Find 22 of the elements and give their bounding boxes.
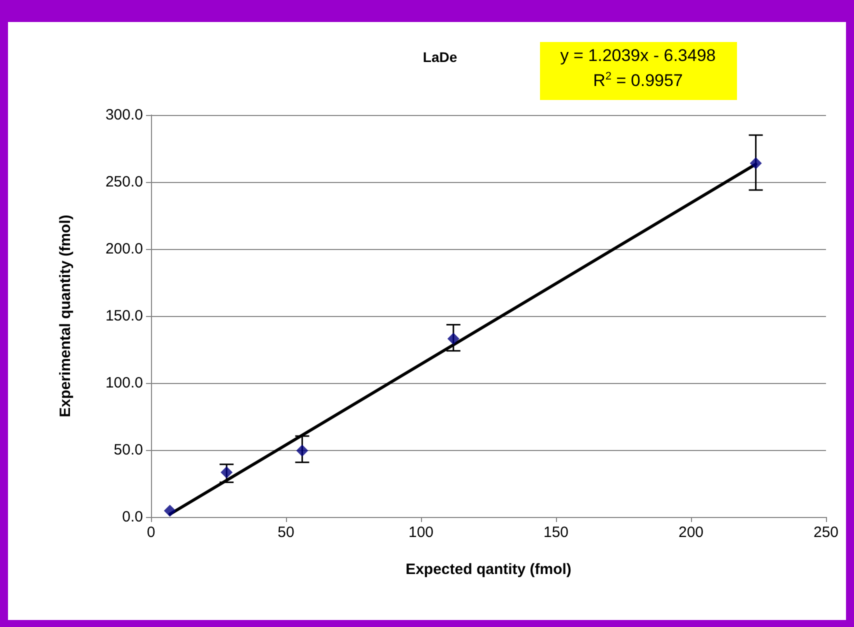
y-tick-label: 300.0 <box>105 106 143 124</box>
point <box>750 157 762 170</box>
y-tick-label: 0.0 <box>122 508 143 526</box>
x-tick-label: 50 <box>278 524 294 541</box>
y-tick-label: 200.0 <box>105 240 143 258</box>
text: y = 1.2039x - 6.3498 <box>560 46 716 65</box>
x-tick-label: 200 <box>678 524 704 541</box>
chart-title: LaDe <box>422 49 458 65</box>
x-tick-label: 250 <box>813 524 839 541</box>
x-tick-label: 0 <box>146 524 156 541</box>
x-tick-label: 150 <box>543 524 569 541</box>
y-tick-label: 50.0 <box>114 442 143 458</box>
point <box>296 444 308 457</box>
y-axis-title: Experimental quantity (fmol) <box>57 214 74 418</box>
y-tick-label: 150.0 <box>105 308 143 324</box>
y-tick-label: 100.0 <box>105 374 143 392</box>
y-tick-label: 250.0 <box>105 174 143 190</box>
point <box>220 466 233 478</box>
x-tick-label: 100 <box>408 524 434 541</box>
point <box>447 332 460 345</box>
x-axis-title: Expected qantity (fmol) <box>406 561 572 578</box>
point <box>164 504 176 517</box>
